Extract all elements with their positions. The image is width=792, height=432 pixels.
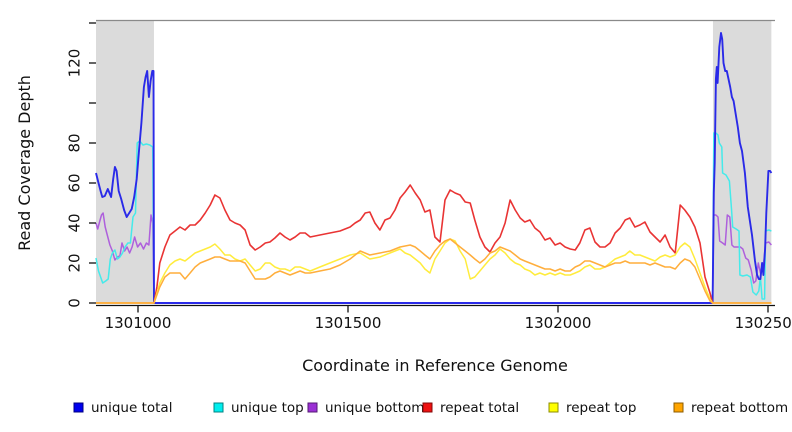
legend-label-repeat-bottom: repeat bottom [691,400,788,416]
coverage-series-lines [95,32,773,304]
x-tick-label: 1301000 [105,314,172,332]
legend-label-unique-bottom: unique bottom [325,400,424,416]
legend-label-unique-total: unique total [91,400,172,416]
y-tick-label: 60 [65,173,83,192]
legend-label-repeat-top: repeat top [566,400,636,416]
legend-swatch-repeat-bottom [673,402,684,413]
series-line-unique-total [95,32,773,304]
series-line-repeat-top [96,238,772,304]
legend-label-repeat-total: repeat total [440,400,519,416]
y-tick-label: 20 [65,253,83,272]
legend: unique total unique top unique bottom repea… [73,400,788,416]
y-tick-label: 0 [65,298,83,308]
legend-swatch-unique-top [213,402,224,413]
x-tick-label: 1301500 [315,314,382,332]
legend-swatch-unique-total [73,402,84,413]
legend-label-unique-top: unique top [231,400,304,416]
series-line-repeat-bottom [96,238,772,304]
y-tick-label: 40 [65,213,83,232]
y-tick-label: 80 [65,133,83,152]
shaded-unique-regions [96,20,772,303]
shaded-region [96,20,154,303]
y-axis-title: Read Coverage Depth [15,75,34,251]
y-tick-label: 120 [65,49,83,78]
legend-swatch-repeat-top [548,402,559,413]
series-line-repeat-total [96,184,772,304]
legend-swatch-repeat-total [422,402,433,413]
x-axis-title: Coordinate in Reference Genome [302,356,568,375]
legend-swatch-unique-bottom [307,402,318,413]
series-line-unique-top [95,132,772,304]
x-tick-label: 1302000 [525,314,592,332]
